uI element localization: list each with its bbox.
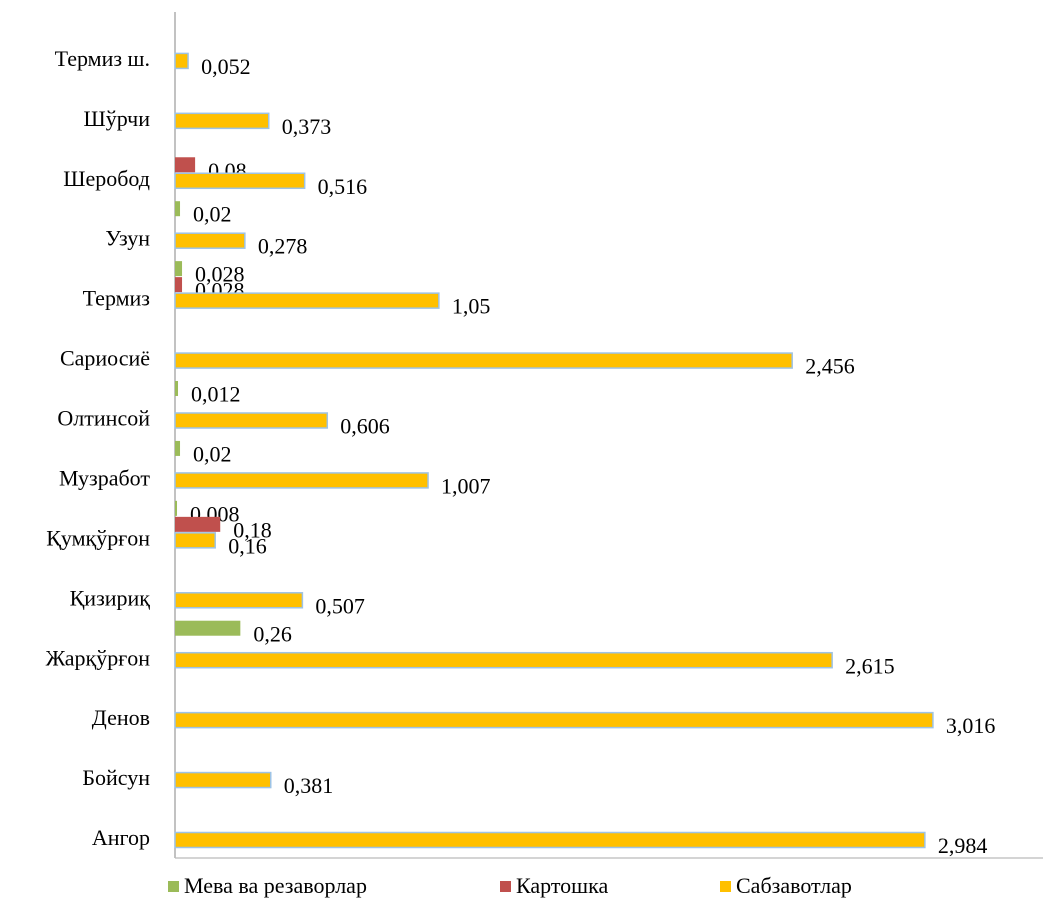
data-label: 0,507 (315, 593, 365, 618)
legend-marker (500, 881, 511, 892)
bar (174, 112, 270, 130)
bar (175, 277, 183, 293)
y-tick-label: Бойсун (82, 765, 150, 790)
bar (174, 232, 246, 249)
bar (174, 592, 304, 609)
y-tick-label: Узун (105, 226, 150, 251)
data-label: 1,05 (452, 294, 491, 319)
data-label: 1,007 (441, 473, 491, 498)
data-label: 0,373 (282, 114, 332, 139)
data-label: 2,615 (845, 653, 895, 678)
data-label: 2,456 (805, 354, 855, 379)
bar (175, 157, 196, 173)
bar (174, 172, 306, 190)
data-label: 0,028 (195, 262, 245, 287)
y-tick-label: Ангор (92, 825, 150, 850)
bar (175, 500, 178, 516)
y-tick-label: Денов (92, 705, 150, 730)
y-tick-label: Олтинсой (57, 406, 150, 431)
legend-marker (720, 881, 731, 892)
data-label: 0,02 (193, 202, 232, 227)
data-label: 3,016 (946, 713, 996, 738)
y-tick-label: Музработ (59, 465, 150, 490)
bar (174, 292, 440, 309)
bar (174, 352, 793, 369)
bar (175, 440, 181, 456)
y-tick-label: Шўрчи (84, 106, 151, 131)
bar (175, 380, 179, 396)
bar (174, 711, 934, 729)
data-label: 0,012 (191, 382, 241, 407)
data-label: 0,16 (228, 533, 267, 558)
data-label: 0,381 (284, 773, 334, 798)
bar (174, 771, 272, 789)
data-label: 0,26 (253, 621, 292, 646)
data-label: 0,278 (258, 234, 308, 259)
y-tick-label: Сариосиё (60, 346, 150, 371)
legend-marker (168, 881, 179, 892)
bar (174, 412, 329, 429)
bar (175, 261, 183, 277)
bar (175, 201, 181, 217)
y-tick-label: Жарқўрғон (46, 645, 151, 670)
data-label: 0,02 (193, 441, 232, 466)
data-label: 0,18 (233, 517, 272, 542)
legend-label: Мева ва резаворлар (184, 873, 367, 898)
data-label: 0,606 (340, 414, 390, 439)
y-tick-label: Шеробод (63, 166, 150, 191)
legend-label: Картошка (516, 873, 608, 898)
bar (174, 52, 189, 70)
bar (174, 532, 216, 549)
y-tick-label: Термиз ш. (55, 46, 150, 71)
y-tick-label: Термиз (83, 286, 150, 311)
y-tick-label: Қизириқ (70, 585, 151, 610)
bar (174, 651, 833, 669)
legend-label: Сабзавотлар (736, 873, 852, 898)
data-label: 0,516 (318, 174, 368, 199)
bar (174, 472, 429, 489)
bar (175, 516, 221, 532)
y-tick-label: Қумқўрғон (46, 525, 150, 550)
bar (174, 831, 926, 849)
data-label: 0,052 (201, 54, 251, 79)
bar (175, 620, 241, 636)
data-label: 2,984 (938, 833, 988, 858)
